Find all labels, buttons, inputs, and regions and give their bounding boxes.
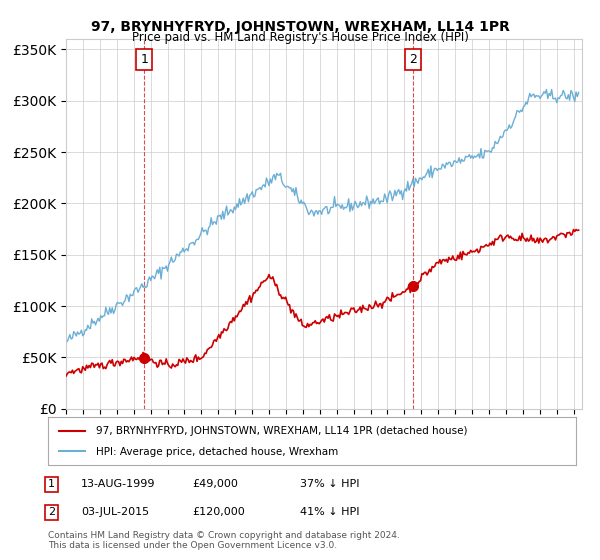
Text: HPI: Average price, detached house, Wrexham: HPI: Average price, detached house, Wrex… (95, 447, 338, 458)
Text: 37% ↓ HPI: 37% ↓ HPI (300, 479, 359, 489)
Text: 97, BRYNHYFRYD, JOHNSTOWN, WREXHAM, LL14 1PR (detached house): 97, BRYNHYFRYD, JOHNSTOWN, WREXHAM, LL14… (95, 427, 467, 436)
Text: Price paid vs. HM Land Registry's House Price Index (HPI): Price paid vs. HM Land Registry's House … (131, 31, 469, 44)
Text: 2: 2 (48, 507, 55, 517)
Text: 97, BRYNHYFRYD, JOHNSTOWN, WREXHAM, LL14 1PR: 97, BRYNHYFRYD, JOHNSTOWN, WREXHAM, LL14… (91, 20, 509, 34)
Text: 13-AUG-1999: 13-AUG-1999 (81, 479, 155, 489)
Text: 1: 1 (140, 53, 148, 66)
Text: 03-JUL-2015: 03-JUL-2015 (81, 507, 149, 517)
Text: £49,000: £49,000 (192, 479, 238, 489)
Text: £120,000: £120,000 (192, 507, 245, 517)
Text: 41% ↓ HPI: 41% ↓ HPI (300, 507, 359, 517)
Text: Contains HM Land Registry data © Crown copyright and database right 2024.
This d: Contains HM Land Registry data © Crown c… (48, 530, 400, 550)
Text: 2: 2 (409, 53, 417, 66)
Text: 1: 1 (48, 479, 55, 489)
